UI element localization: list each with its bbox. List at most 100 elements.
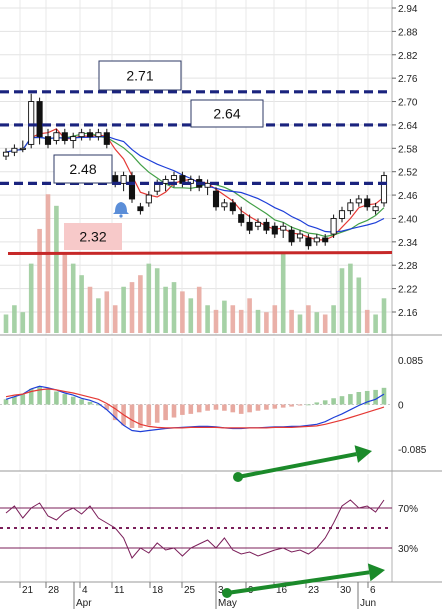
volume-bars bbox=[3, 194, 387, 333]
ma-long-line bbox=[5, 135, 385, 233]
macd-histogram-bar bbox=[154, 404, 160, 423]
candle-body bbox=[120, 175, 127, 184]
candle-body bbox=[338, 210, 346, 219]
macd-tick-label: 0.085 bbox=[398, 356, 423, 367]
candle-body bbox=[137, 206, 144, 212]
x-tick-label: 11 bbox=[114, 585, 125, 596]
macd-histogram-bar bbox=[12, 396, 17, 405]
macd-histogram-bar bbox=[364, 390, 370, 405]
candle bbox=[128, 171, 136, 203]
volume-bar bbox=[96, 298, 101, 333]
candle bbox=[78, 128, 85, 141]
volume-bar bbox=[280, 252, 286, 333]
macd-histogram-bar bbox=[163, 404, 168, 421]
candle bbox=[145, 191, 152, 207]
candle-body bbox=[36, 101, 43, 138]
candle bbox=[330, 214, 337, 238]
macd-histogram-bar bbox=[104, 404, 110, 410]
macd-histogram-bar bbox=[70, 396, 76, 405]
candle bbox=[2, 148, 10, 160]
candle bbox=[36, 97, 43, 145]
trend-arrows bbox=[222, 445, 385, 598]
level-lines: 2.71 2.64 2.48 2.32 bbox=[0, 60, 393, 256]
candle-body bbox=[86, 132, 94, 138]
macd-line bbox=[5, 385, 385, 433]
candle-body bbox=[372, 206, 379, 212]
price-tick-label: 2.88 bbox=[398, 27, 418, 38]
bell-icon bbox=[113, 202, 129, 218]
x-tick-label: 21 bbox=[22, 585, 34, 596]
macd-histogram-bar bbox=[255, 404, 261, 411]
volume-bar bbox=[306, 305, 311, 333]
level-label: 2.71 bbox=[126, 68, 153, 84]
macd-histogram-bar bbox=[322, 400, 328, 405]
candle bbox=[305, 234, 312, 250]
macd-histogram-bar bbox=[314, 402, 320, 405]
month-label: Apr bbox=[76, 598, 92, 609]
volume-bar bbox=[213, 309, 219, 333]
arrow-shaft bbox=[226, 570, 370, 595]
macd-histogram-bar bbox=[146, 404, 152, 426]
candle bbox=[288, 226, 295, 246]
candle-body bbox=[271, 225, 278, 235]
x-tick-label: 23 bbox=[308, 585, 320, 596]
volume-bar bbox=[171, 282, 177, 333]
candle-body bbox=[322, 237, 329, 243]
volume-bar bbox=[154, 268, 160, 333]
volume-bar bbox=[62, 252, 68, 333]
macd-histogram-bar bbox=[339, 396, 345, 405]
macd-histogram-bar bbox=[138, 404, 143, 428]
level-label-box bbox=[190, 99, 264, 128]
macd-histogram-bar bbox=[196, 404, 202, 413]
macd-histogram-bar bbox=[213, 404, 219, 410]
ma-mid-line bbox=[5, 132, 385, 238]
macd-histogram-bar bbox=[272, 404, 278, 409]
macd-tick-label: 0 bbox=[398, 401, 404, 412]
candle-body bbox=[246, 221, 253, 231]
oscillator-panel: 70% 30% bbox=[0, 499, 418, 559]
candle-body bbox=[44, 136, 52, 145]
candle bbox=[338, 206, 346, 223]
bell-clapper bbox=[119, 214, 123, 218]
price-tick-label: 2.52 bbox=[398, 168, 418, 179]
candle-body bbox=[212, 190, 220, 208]
volume-bar bbox=[247, 298, 252, 333]
macd-histogram-bar bbox=[45, 388, 51, 405]
candle bbox=[162, 175, 169, 192]
x-tick-label: 3 bbox=[218, 585, 224, 596]
candle bbox=[11, 144, 18, 157]
macd-histogram-bar bbox=[356, 392, 362, 405]
bell-shape bbox=[113, 202, 129, 214]
macd-histogram-bar bbox=[188, 404, 194, 414]
candle-body bbox=[330, 218, 337, 235]
candle-body bbox=[280, 225, 287, 231]
macd-histogram-bar bbox=[230, 404, 236, 413]
trend-arrow bbox=[233, 445, 372, 482]
candle bbox=[246, 214, 253, 235]
macd-histogram-bar bbox=[205, 404, 210, 411]
candle-body bbox=[145, 194, 152, 204]
volume-bar bbox=[146, 263, 152, 333]
candle bbox=[254, 218, 262, 231]
price-tick-label: 2.82 bbox=[398, 51, 418, 62]
candle bbox=[103, 128, 110, 149]
macd-histogram-bar bbox=[3, 399, 9, 405]
volume-bar bbox=[163, 286, 168, 333]
candle bbox=[19, 140, 26, 153]
month-label: May bbox=[218, 598, 237, 609]
level-label: 2.32 bbox=[79, 229, 106, 245]
osc-tick-label: 30% bbox=[398, 544, 418, 555]
macd-histogram-bar bbox=[79, 399, 84, 405]
candle bbox=[28, 93, 35, 149]
candle-body bbox=[296, 233, 304, 239]
candle bbox=[44, 128, 52, 149]
volume-bar bbox=[54, 205, 59, 333]
price-tick-label: 2.22 bbox=[398, 285, 418, 296]
arrow-shaft bbox=[237, 452, 357, 479]
volume-bar bbox=[205, 305, 210, 333]
volume-bar bbox=[297, 314, 303, 333]
macd-histogram-bar bbox=[373, 389, 378, 405]
volume-bar bbox=[373, 314, 378, 333]
macd-histogram-bar bbox=[238, 404, 244, 414]
macd-histogram-bar bbox=[37, 386, 42, 405]
